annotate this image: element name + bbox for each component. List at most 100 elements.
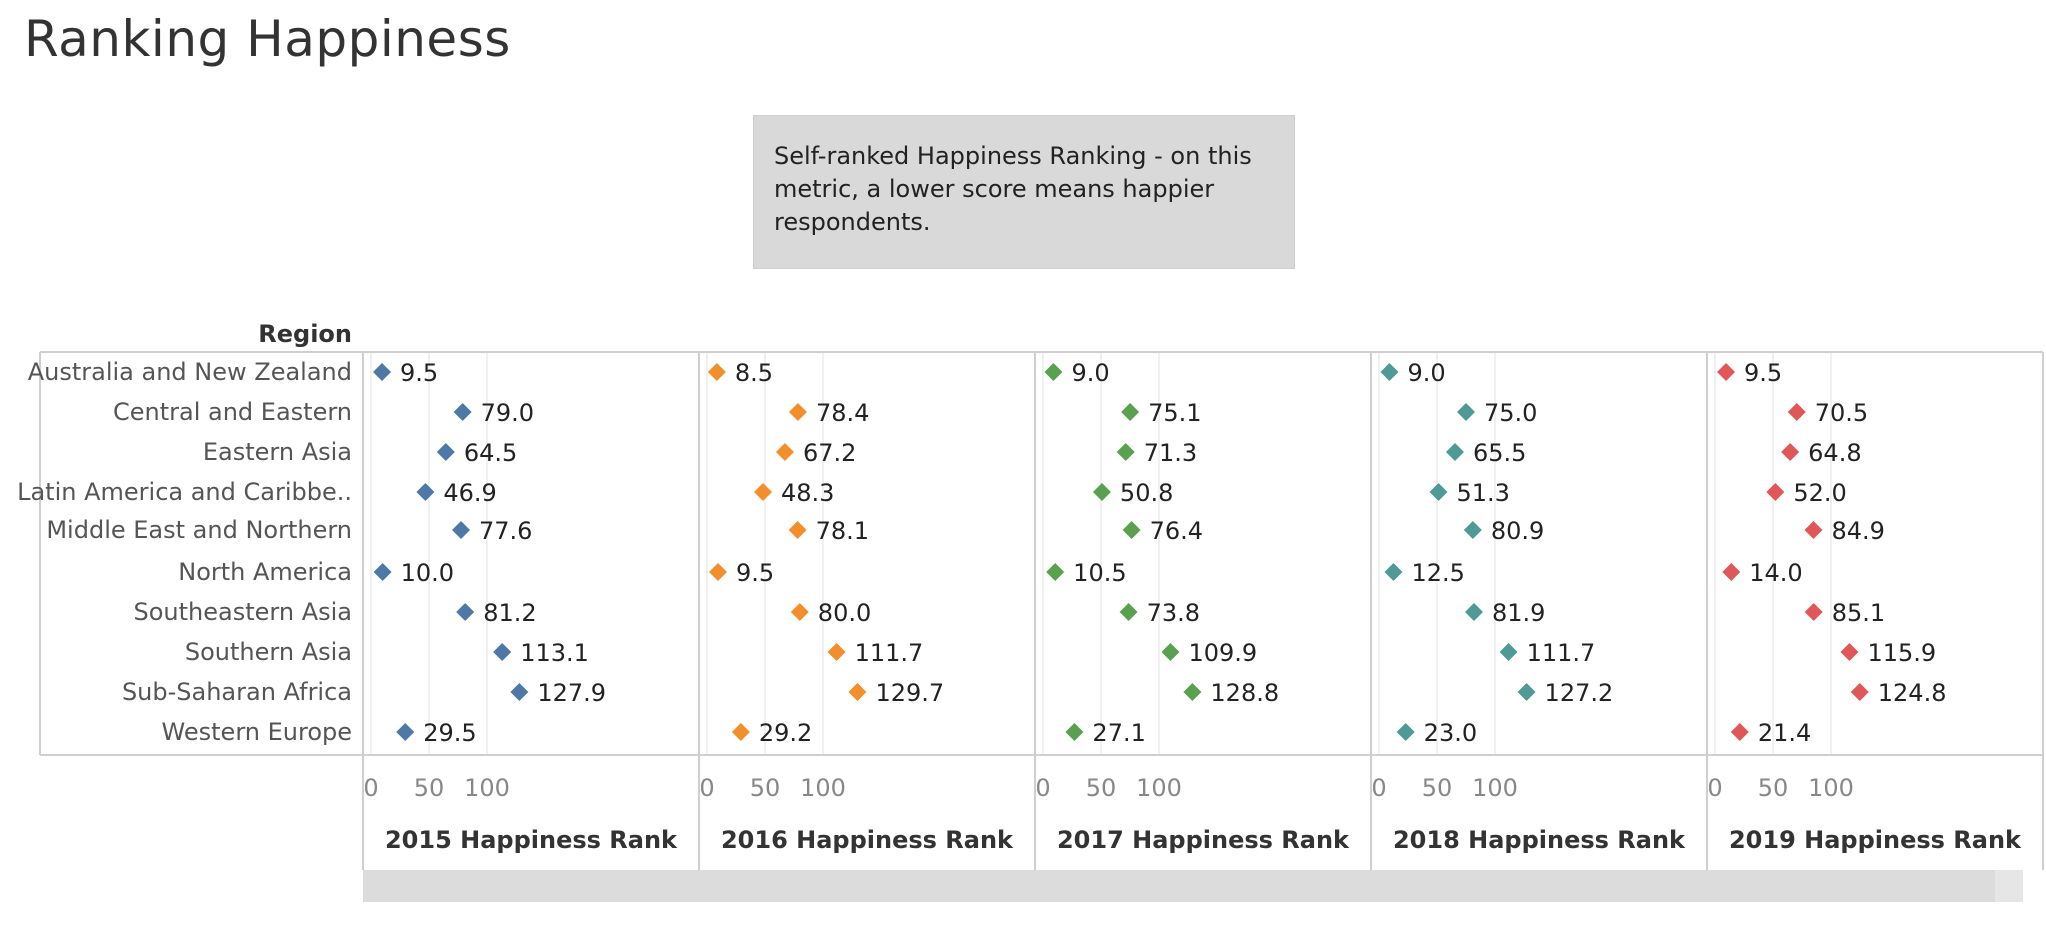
row-label: Sub-Saharan Africa [122, 678, 352, 706]
data-point-diamond[interactable] [1499, 643, 1518, 661]
data-point-diamond[interactable] [707, 363, 726, 381]
data-point-diamond[interactable] [1121, 403, 1140, 421]
x-tick-label: 0 [1371, 774, 1386, 802]
data-point-diamond[interactable] [1722, 563, 1741, 581]
data-label: 9.0 [1071, 359, 1109, 387]
data-point-diamond[interactable] [1116, 443, 1135, 461]
data-point-diamond[interactable] [1429, 483, 1448, 501]
data-point-diamond[interactable] [1717, 363, 1736, 381]
data-point-diamond[interactable] [788, 403, 807, 421]
data-label: 76.4 [1150, 517, 1203, 545]
data-point-diamond[interactable] [436, 443, 455, 461]
panel-title: 2018 Happiness Rank [1393, 826, 1686, 854]
data-point-diamond[interactable] [452, 521, 471, 539]
data-point-diamond[interactable] [1183, 683, 1202, 701]
data-label: 73.8 [1147, 599, 1200, 627]
row-label: Central and Eastern [113, 398, 352, 426]
annotation-note: Self-ranked Happiness Ranking - on this … [753, 115, 1295, 269]
data-label: 111.7 [1527, 639, 1596, 667]
data-point-diamond[interactable] [1840, 643, 1859, 661]
data-point-diamond[interactable] [1119, 603, 1138, 621]
x-tick-label: 100 [1808, 774, 1854, 802]
data-label: 64.5 [464, 439, 517, 467]
data-label: 10.5 [1073, 559, 1126, 587]
data-point-diamond[interactable] [775, 443, 794, 461]
x-tick-label: 50 [1422, 774, 1453, 802]
data-point-diamond[interactable] [456, 603, 475, 621]
data-label: 124.8 [1878, 679, 1947, 707]
data-point-diamond[interactable] [1766, 483, 1785, 501]
data-label: 21.4 [1758, 719, 1811, 747]
data-point-diamond[interactable] [788, 521, 807, 539]
data-label: 84.9 [1831, 517, 1884, 545]
data-point-diamond[interactable] [1092, 483, 1111, 501]
panel-title: 2019 Happiness Rank [1729, 826, 2022, 854]
data-point-diamond[interactable] [1122, 521, 1141, 539]
data-point-diamond[interactable] [1396, 723, 1415, 741]
x-tick-label: 0 [1035, 774, 1050, 802]
data-point-diamond[interactable] [493, 643, 512, 661]
data-point-diamond[interactable] [1787, 403, 1806, 421]
x-tick-label: 0 [363, 774, 378, 802]
data-point-diamond[interactable] [1781, 443, 1800, 461]
data-label: 46.9 [443, 479, 496, 507]
data-point-diamond[interactable] [790, 603, 809, 621]
row-label: Australia and New Zealand [28, 358, 352, 386]
row-label: Latin America and Caribbe.. [17, 478, 352, 506]
data-label: 9.5 [1744, 359, 1782, 387]
data-point-diamond[interactable] [848, 683, 867, 701]
data-point-diamond[interactable] [416, 483, 435, 501]
data-label: 80.0 [818, 599, 871, 627]
row-label: Middle East and Northern [46, 516, 352, 544]
data-point-diamond[interactable] [1380, 363, 1399, 381]
data-label: 81.9 [1492, 599, 1545, 627]
data-label: 9.5 [400, 359, 438, 387]
panel-4: 0 50 100 2018 Happiness Rank 9.0 75.0 65.5 51.3… [1370, 351, 1707, 870]
data-label: 70.5 [1815, 399, 1868, 427]
data-point-diamond[interactable] [1046, 563, 1065, 581]
data-label: 64.8 [1808, 439, 1861, 467]
data-point-diamond[interactable] [396, 723, 415, 741]
data-point-diamond[interactable] [510, 683, 529, 701]
data-point-diamond[interactable] [1065, 723, 1084, 741]
data-point-diamond[interactable] [1463, 521, 1482, 539]
data-label: 48.3 [781, 479, 834, 507]
data-point-diamond[interactable] [373, 563, 392, 581]
data-point-diamond[interactable] [453, 403, 472, 421]
data-label: 12.5 [1412, 559, 1465, 587]
data-point-diamond[interactable] [1445, 443, 1464, 461]
panel-1: 0 50 100 2015 Happiness Rank 9.5 79.0 64.5 46.9… [362, 351, 699, 870]
data-point-diamond[interactable] [1044, 363, 1063, 381]
data-point-diamond[interactable] [373, 363, 392, 381]
panel-2: 0 50 100 2016 Happiness Rank 8.5 78.4 67.2 48.3… [698, 351, 1035, 870]
data-point-diamond[interactable] [1161, 643, 1180, 661]
data-point-diamond[interactable] [1804, 603, 1823, 621]
horizontal-scrollbar-thumb[interactable] [363, 870, 1995, 902]
data-label: 14.0 [1749, 559, 1802, 587]
data-point-diamond[interactable] [731, 723, 750, 741]
x-tick-label: 50 [414, 774, 445, 802]
data-label: 10.0 [401, 559, 454, 587]
x-tick-label: 100 [1136, 774, 1182, 802]
data-point-diamond[interactable] [1517, 683, 1536, 701]
x-tick-label: 50 [1758, 774, 1789, 802]
row-label: Eastern Asia [203, 438, 352, 466]
data-label: 75.1 [1148, 399, 1201, 427]
data-label: 29.5 [423, 719, 476, 747]
row-label: North America [178, 558, 352, 586]
data-point-diamond[interactable] [1730, 723, 1749, 741]
data-label: 50.8 [1120, 479, 1173, 507]
data-point-diamond[interactable] [754, 483, 773, 501]
data-point-diamond[interactable] [1850, 683, 1869, 701]
data-label: 65.5 [1473, 439, 1526, 467]
data-label: 52.0 [1793, 479, 1846, 507]
data-label: 29.2 [759, 719, 812, 747]
data-point-diamond[interactable] [1457, 403, 1475, 421]
data-point-diamond[interactable] [1465, 603, 1484, 621]
data-point-diamond[interactable] [827, 643, 846, 661]
data-point-diamond[interactable] [709, 563, 728, 581]
data-point-diamond[interactable] [1804, 521, 1823, 539]
data-label: 23.0 [1424, 719, 1477, 747]
data-point-diamond[interactable] [1384, 563, 1403, 581]
